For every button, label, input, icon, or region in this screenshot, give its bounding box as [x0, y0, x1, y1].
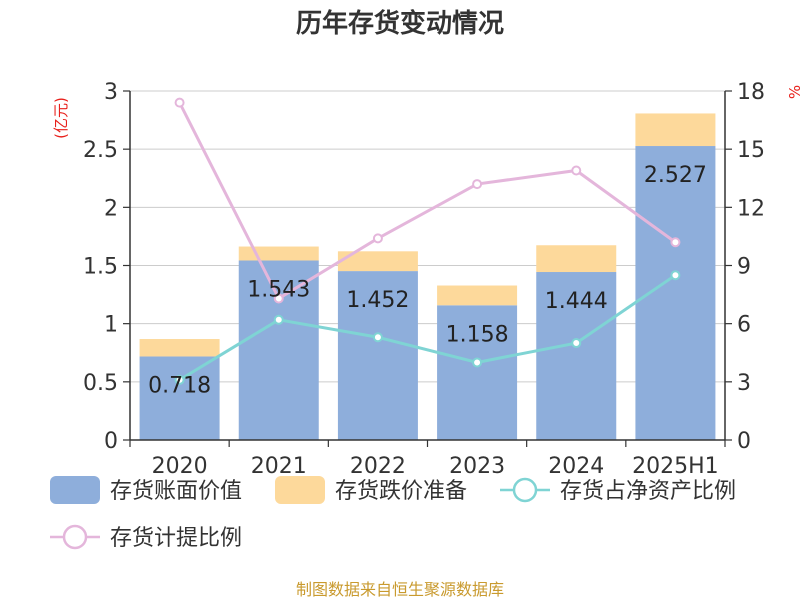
bars	[139, 113, 716, 440]
x-axis-tick-label: 2022	[350, 454, 406, 479]
right-axis-tick-label: 18	[737, 80, 765, 105]
legend-label: 存货账面价值	[110, 479, 242, 504]
bar-impairment-2022	[337, 251, 418, 272]
legend-label: 存货跌价准备	[335, 479, 467, 504]
point-net-assets-2025H1	[670, 270, 681, 281]
legend-label: 存货计提比例	[110, 526, 242, 551]
point-provision-2023	[472, 179, 483, 190]
point-net-assets-2023	[472, 357, 483, 368]
line-inventory-to-net-assets	[178, 273, 677, 382]
bar-value-label: 1.444	[545, 289, 608, 314]
bar-book-value-2020	[139, 356, 220, 440]
line-provision-ratio	[178, 101, 677, 301]
bar-impairment-2023	[437, 285, 518, 306]
right-axis-tick-label: 9	[737, 255, 751, 280]
left-axis-tick-label: 1.5	[83, 255, 118, 280]
x-axis-tick-label: 2023	[449, 454, 505, 479]
point-net-assets-2024	[571, 338, 582, 349]
legend-marker	[62, 524, 88, 550]
left-axis-tick-label: 0	[104, 429, 118, 454]
point-net-assets-2020	[174, 374, 185, 385]
bar-book-value-2022	[337, 271, 418, 440]
left-axis-unit: (亿元)	[52, 97, 70, 139]
right-axis-tick-label: 12	[737, 196, 765, 221]
right-axis-tick-label: 0	[737, 429, 751, 454]
point-provision-2024	[571, 165, 582, 176]
left-axis-tick-label: 3	[104, 80, 118, 105]
bar-book-value-2023	[437, 305, 518, 440]
bar-labels: 0.718 1.543 1.452 1.158 1.444 2.527	[148, 163, 707, 398]
left-axis-tick-label: 1	[104, 313, 118, 338]
left-axis-tick-label: 2	[104, 196, 118, 221]
legend-swatch	[275, 476, 325, 504]
bar-impairment-2025H1	[635, 113, 716, 147]
left-axis-tick-label: 0.5	[83, 371, 118, 396]
x-axis-tick-label: 2024	[548, 454, 604, 479]
x-axis-tick-label: 2020	[152, 454, 208, 479]
point-provision-2022	[372, 233, 383, 244]
legend-label: 存货占净资产比例	[560, 479, 736, 504]
axes	[123, 90, 732, 447]
x-axis-tick-label: 2021	[251, 454, 307, 479]
bar-value-label: 1.158	[446, 322, 509, 347]
bar-book-value-2024	[536, 272, 617, 440]
grid-lines	[130, 90, 725, 383]
bar-impairment-2024	[536, 245, 617, 273]
chart-title: 历年存货变动情况	[296, 8, 504, 39]
tick-labels: 0 0.5 1 1.5 2 2.5 3 0 3 6 9 12 15 18 2020 2021 2022 2023 2…	[83, 80, 765, 479]
series-lines	[174, 97, 681, 385]
legend-marker	[512, 477, 538, 503]
bar-value-label: 2.527	[644, 163, 707, 188]
data-source-note: 制图数据来自恒生聚源数据库	[296, 580, 504, 599]
bar-book-value-2021	[238, 260, 319, 440]
bar-value-label: 1.452	[346, 288, 409, 313]
bar-impairment-2021	[238, 246, 319, 261]
bar-value-label: 0.718	[148, 373, 211, 398]
point-provision-2025H1	[670, 237, 681, 248]
left-axis-tick-label: 2.5	[83, 138, 118, 163]
right-axis-tick-label: 3	[737, 371, 751, 396]
x-axis-tick-label: 2025H1	[632, 454, 719, 479]
point-net-assets-2022	[372, 332, 383, 343]
right-axis-unit: %	[786, 85, 800, 99]
bar-value-label: 1.543	[247, 277, 310, 302]
right-axis-tick-label: 15	[737, 138, 765, 163]
legend-swatch	[50, 476, 100, 504]
point-provision-2021	[273, 293, 284, 304]
bar-impairment-2020	[139, 339, 220, 357]
right-axis-tick-label: 6	[737, 313, 751, 338]
point-net-assets-2021	[273, 314, 284, 325]
point-provision-2020	[174, 97, 185, 108]
